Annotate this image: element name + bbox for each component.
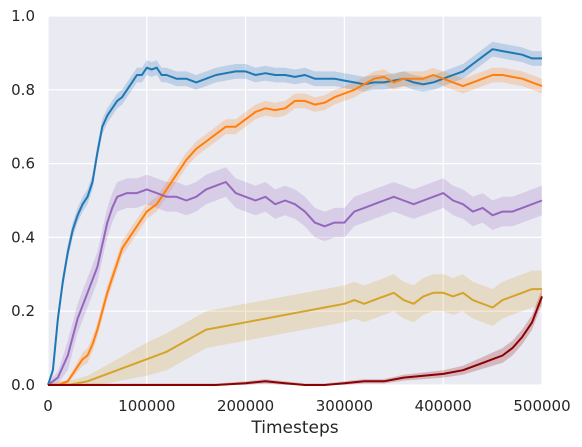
x-tick-label-1: 100000 — [118, 397, 175, 415]
y-tick-label-1: 0.2 — [11, 302, 35, 320]
x-tick-label-0: 0 — [43, 397, 53, 415]
x-tick-label-5: 500000 — [513, 397, 570, 415]
x-tick-labels: 0 100000 200000 300000 400000 500000 — [43, 397, 570, 415]
x-axis-label: Timesteps — [250, 418, 338, 438]
series-line-2 — [47, 181, 543, 386]
y-tick-label-3: 0.6 — [11, 155, 35, 173]
series-line-0 — [47, 48, 542, 386]
x-tick-label-3: 300000 — [316, 397, 373, 415]
series-line-4 — [48, 296, 543, 386]
y-tick-label-0: 0.0 — [11, 376, 35, 394]
series-band-2 — [48, 167, 542, 385]
series-line-1 — [48, 74, 543, 386]
series-line-3 — [48, 288, 542, 386]
x-tick-label-4: 400000 — [415, 397, 472, 415]
y-tick-label-5: 1.0 — [11, 7, 35, 25]
y-tick-label-4: 0.8 — [11, 81, 35, 99]
series-lines — [47, 48, 543, 386]
y-tick-labels: 0.0 0.2 0.4 0.6 0.8 1.0 — [11, 7, 35, 394]
x-tick-label-2: 200000 — [217, 397, 274, 415]
y-tick-label-2: 0.4 — [11, 228, 35, 246]
